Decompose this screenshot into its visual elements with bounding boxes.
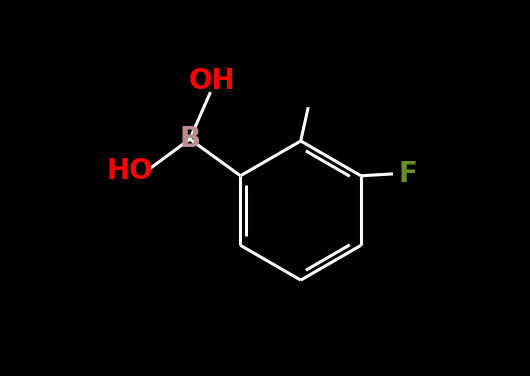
- Text: B: B: [179, 125, 200, 153]
- Text: OH: OH: [189, 67, 236, 95]
- Text: HO: HO: [107, 157, 153, 185]
- Text: F: F: [399, 160, 418, 188]
